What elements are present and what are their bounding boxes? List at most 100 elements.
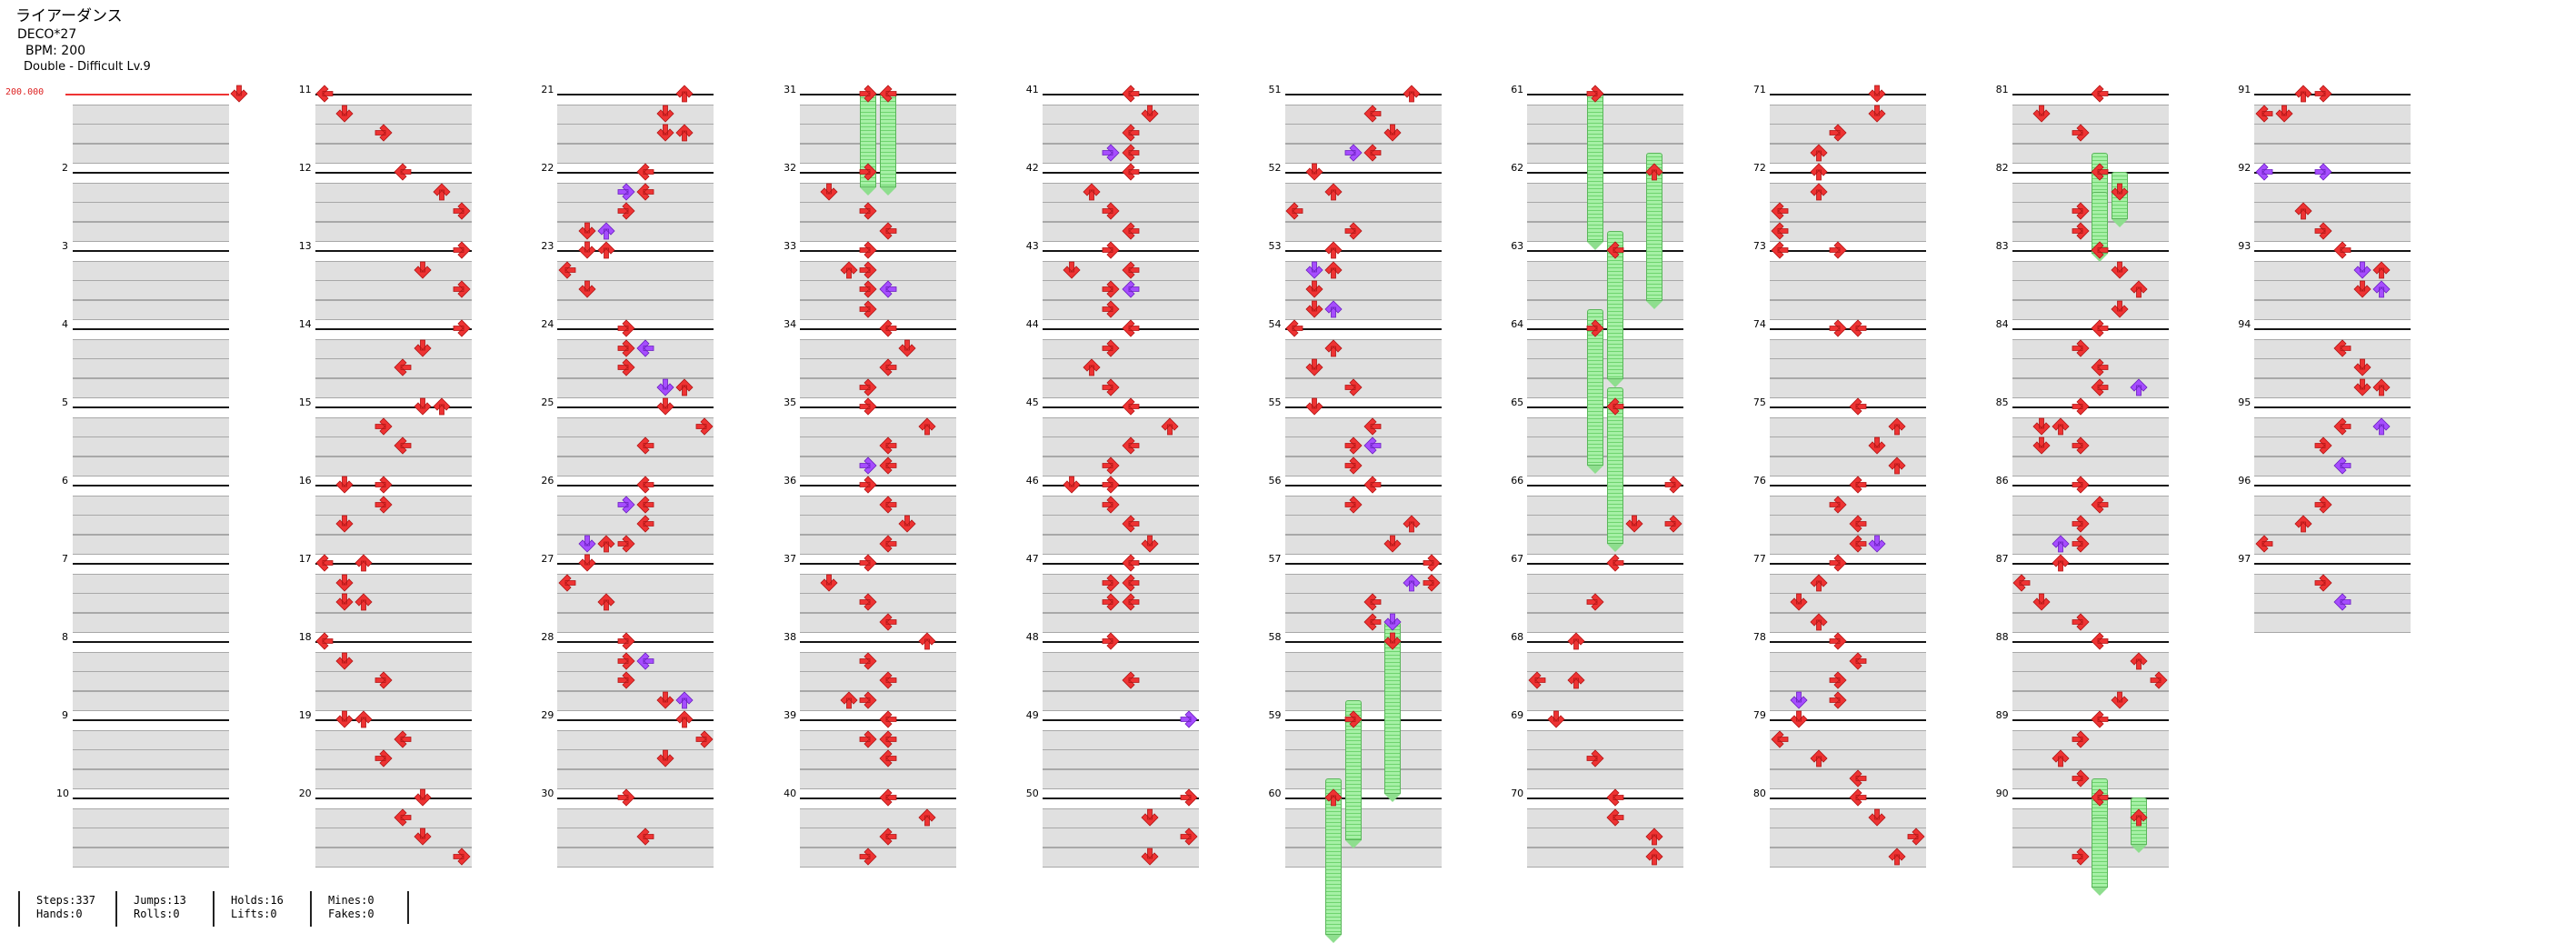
down-arrow-icon: [335, 476, 354, 494]
right-arrow-icon: [1180, 710, 1198, 728]
left-arrow-icon: [1121, 260, 1139, 279]
beat-row: [1769, 202, 1926, 222]
right-arrow-icon: [374, 476, 393, 494]
measure-number: 70: [1511, 788, 1524, 799]
measure-number: 71: [1752, 84, 1766, 95]
right-arrow-icon: [1180, 828, 1198, 846]
measure-number: 60: [1268, 788, 1282, 799]
beat-row: [73, 495, 229, 516]
measure-number: 7: [62, 553, 68, 565]
right-arrow-icon: [1587, 319, 1605, 337]
left-arrow-icon: [636, 182, 654, 201]
beat-row: [1284, 612, 1442, 633]
down-arrow-icon: [2352, 358, 2371, 376]
beat-row: [1769, 534, 1926, 555]
measure-line: [1284, 719, 1442, 721]
measure-number: 88: [1995, 631, 2009, 643]
left-arrow-icon: [1121, 436, 1139, 455]
measure-number: 27: [541, 553, 554, 565]
beat-row: [1042, 221, 1199, 242]
beat-row: [73, 377, 229, 398]
right-arrow-icon: [2072, 515, 2090, 533]
up-arrow-icon: [918, 632, 936, 650]
measure-number: 40: [784, 788, 797, 799]
hold-note-icon: [1587, 308, 1604, 466]
beat-row: [315, 202, 472, 222]
beat-row: [1042, 729, 1199, 750]
beat-row: [2012, 749, 2169, 769]
up-arrow-icon: [2052, 554, 2070, 572]
beat-row: [315, 612, 472, 633]
measure-number: 31: [784, 84, 797, 95]
beat-row: [557, 612, 714, 633]
left-arrow-icon: [1285, 202, 1303, 220]
hold-end-icon: [1383, 793, 1401, 802]
left-arrow-icon: [879, 456, 897, 475]
stat-steps: Steps:337: [36, 894, 96, 907]
beat-row: [73, 280, 229, 300]
left-arrow-icon: [879, 280, 897, 298]
right-arrow-icon: [1102, 202, 1120, 220]
left-arrow-icon: [879, 671, 897, 689]
down-arrow-icon: [2352, 378, 2371, 396]
beat-row: [1769, 182, 1926, 203]
up-arrow-icon: [2052, 534, 2070, 552]
down-arrow-icon: [1141, 535, 1159, 553]
bpm-line: [65, 94, 229, 95]
left-arrow-icon: [1849, 788, 1867, 807]
right-arrow-icon: [859, 163, 877, 181]
measure-line: [1042, 328, 1199, 330]
left-arrow-icon: [1849, 319, 1867, 337]
beat-row: [2254, 377, 2411, 398]
measure-number: 90: [1995, 788, 2009, 799]
beat-row: [1284, 377, 1442, 398]
right-arrow-icon: [859, 299, 877, 318]
beat-row: [1042, 651, 1199, 672]
left-arrow-icon: [2255, 534, 2273, 553]
beat-row: [2012, 456, 2169, 477]
down-arrow-icon: [656, 105, 674, 123]
measure-number: 12: [298, 162, 312, 174]
beat-row: [1527, 573, 1684, 594]
beat-row: [73, 456, 229, 477]
beat-row: [1042, 358, 1199, 378]
right-arrow-icon: [1665, 476, 1683, 494]
beat-row: [1527, 690, 1684, 711]
beat-row: [1284, 534, 1442, 555]
beat-row: [73, 299, 229, 320]
right-arrow-icon: [453, 847, 471, 866]
beat-row: [557, 749, 714, 769]
song-title: ライアーダンス: [15, 7, 123, 25]
measure-number: 92: [2238, 162, 2252, 174]
measure-number: 85: [1995, 396, 2009, 408]
hold-end-icon: [2111, 218, 2128, 227]
beat-row: [557, 260, 714, 281]
beat-row: [1769, 729, 1926, 750]
beat-row: [2012, 573, 2169, 594]
right-arrow-icon: [859, 397, 877, 416]
measure-line: [2012, 563, 2169, 565]
measure-line: [1042, 563, 1199, 565]
measure-line: [2254, 485, 2411, 487]
measure-number: 51: [1268, 84, 1282, 95]
measure-number: 68: [1511, 631, 1524, 643]
right-arrow-icon: [2072, 768, 2090, 788]
right-arrow-icon: [1102, 495, 1120, 514]
right-arrow-icon: [859, 85, 877, 103]
beat-row: [73, 612, 229, 633]
down-arrow-icon: [335, 710, 354, 728]
down-arrow-icon: [414, 339, 432, 357]
hold-note-icon: [2092, 817, 2109, 888]
beat-row: [315, 768, 472, 789]
beat-row: [73, 828, 229, 848]
right-arrow-icon: [859, 554, 877, 572]
right-arrow-icon: [1102, 476, 1120, 494]
left-arrow-icon: [2333, 456, 2351, 475]
left-arrow-icon: [1121, 593, 1139, 611]
measure-number: 96: [2238, 475, 2252, 487]
left-arrow-icon: [1121, 397, 1139, 416]
beat-row: [1284, 456, 1442, 477]
stat-mines: Mines:0: [328, 894, 374, 907]
left-arrow-icon: [2091, 710, 2109, 728]
measure-line: [557, 641, 714, 643]
